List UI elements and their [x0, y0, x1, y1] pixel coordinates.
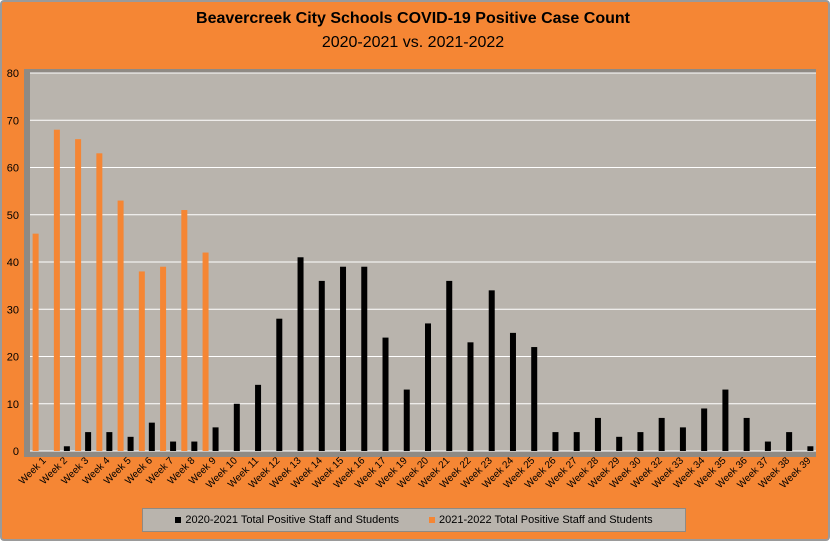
bar-2020-2021	[637, 432, 644, 451]
y-tick-label: 0	[13, 446, 19, 458]
bar-2020-2021	[170, 441, 177, 451]
bar-2020-2021	[467, 342, 474, 451]
legend-item-2020-2021: 2020-2021 Total Positive Staff and Stude…	[175, 514, 399, 526]
bar-2020-2021	[509, 332, 516, 451]
bar-2021-2022	[181, 210, 188, 451]
bar-2020-2021	[616, 436, 623, 451]
bar-2020-2021	[297, 257, 304, 451]
bar-2021-2022	[32, 233, 39, 451]
legend-item-2021-2022: 2021-2022 Total Positive Staff and Stude…	[429, 514, 653, 526]
bar-2020-2021	[106, 432, 113, 451]
bar-2020-2021	[276, 318, 283, 451]
legend: 2020-2021 Total Positive Staff and Stude…	[142, 508, 686, 532]
y-tick-label: 60	[7, 163, 19, 175]
bar-2021-2022	[202, 252, 209, 451]
bar-2021-2022	[53, 129, 60, 451]
bar-2020-2021	[425, 323, 431, 451]
y-tick-label: 80	[7, 68, 19, 80]
y-tick-label: 40	[7, 257, 19, 269]
bar-2020-2021	[488, 290, 495, 451]
bar-2021-2022	[75, 139, 82, 451]
bar-2020-2021	[63, 446, 70, 451]
bar-2020-2021	[85, 432, 92, 451]
bar-2020-2021	[446, 280, 453, 451]
legend-swatch-2020-2021	[175, 517, 182, 523]
bar-2020-2021	[361, 266, 368, 451]
bar-2020-2021	[807, 446, 814, 451]
bar-2021-2022	[138, 271, 145, 451]
bar-2020-2021	[786, 432, 793, 451]
bar-2020-2021	[212, 427, 219, 451]
bar-2020-2021	[340, 266, 347, 451]
y-tick-label: 30	[7, 304, 19, 316]
chart-subtitle: 2020-2021 vs. 2021-2022	[321, 34, 505, 51]
bar-2020-2021	[403, 389, 410, 451]
bar-2020-2021	[552, 432, 559, 451]
bar-2020-2021	[318, 280, 325, 451]
y-tick-label: 10	[7, 399, 19, 411]
chart-title: Beavercreek City Schools COVID-19 Positi…	[196, 10, 630, 27]
legend-label-2020-2021: 2020-2021 Total Positive Staff and Stude…	[185, 514, 399, 526]
bar-2020-2021	[531, 347, 538, 451]
bar-2020-2021	[594, 417, 601, 451]
bar-2020-2021	[722, 389, 729, 451]
bar-2020-2021	[701, 408, 708, 451]
bar-2020-2021	[658, 417, 665, 451]
y-tick-label: 50	[7, 210, 19, 222]
bar-2021-2022	[96, 153, 103, 451]
bar-2021-2022	[160, 266, 167, 451]
bar-2020-2021	[573, 432, 580, 451]
bar-2020-2021	[148, 422, 155, 451]
bar-2021-2022	[117, 200, 124, 451]
legend-swatch-2021-2022	[429, 517, 435, 523]
y-tick-label: 20	[7, 352, 19, 364]
bar-2020-2021	[233, 403, 240, 451]
bar-2020-2021	[127, 436, 134, 451]
bar-2020-2021	[743, 417, 750, 451]
bar-2020-2021	[255, 384, 262, 451]
y-tick-label: 70	[7, 115, 19, 127]
bar-2020-2021	[679, 427, 686, 451]
bar-2020-2021	[382, 337, 389, 451]
bar-2020-2021	[764, 441, 771, 451]
bar-2020-2021	[191, 441, 198, 451]
legend-label-2021-2022: 2021-2022 Total Positive Staff and Stude…	[439, 514, 653, 526]
